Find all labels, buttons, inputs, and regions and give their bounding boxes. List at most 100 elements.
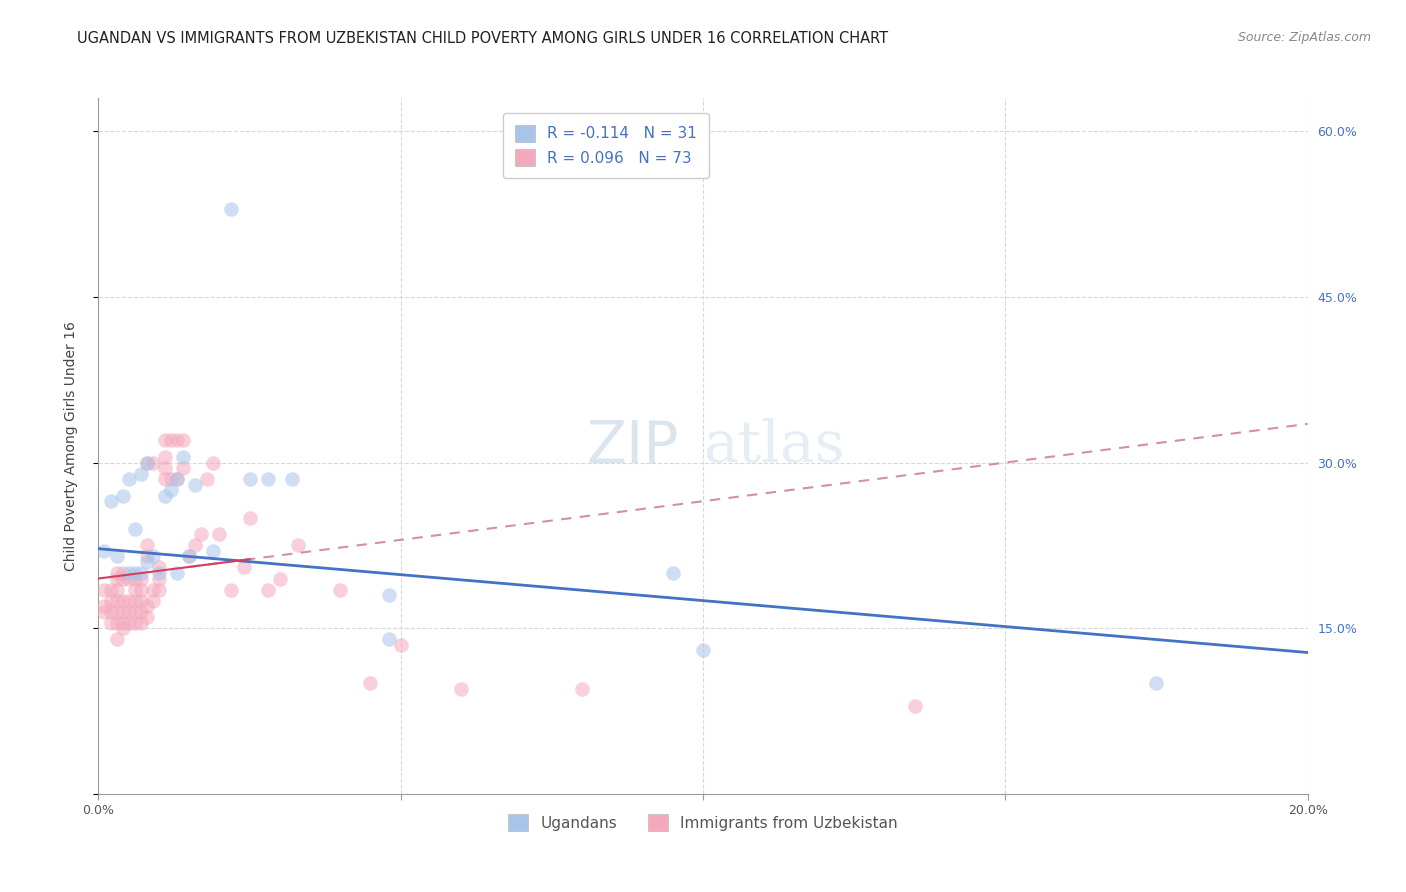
Point xyxy=(100,593,122,607)
Point xyxy=(118,605,141,619)
Point xyxy=(281,472,304,486)
Point xyxy=(160,434,183,448)
Point xyxy=(129,605,152,619)
Point xyxy=(142,456,165,470)
Point xyxy=(202,456,225,470)
Point xyxy=(450,681,472,696)
Point xyxy=(153,489,176,503)
Point xyxy=(160,472,183,486)
Point xyxy=(118,593,141,607)
Text: Source: ZipAtlas.com: Source: ZipAtlas.com xyxy=(1237,31,1371,45)
Point xyxy=(232,560,254,574)
Point xyxy=(142,549,165,564)
Point xyxy=(93,605,115,619)
Point xyxy=(256,472,278,486)
Point xyxy=(135,555,157,569)
Point xyxy=(93,544,115,558)
Point xyxy=(135,549,157,564)
Point xyxy=(93,599,115,614)
Point xyxy=(360,676,382,690)
Point xyxy=(129,467,152,481)
Point xyxy=(111,593,134,607)
Point xyxy=(904,698,927,713)
Point xyxy=(221,582,243,597)
Point xyxy=(142,593,165,607)
Text: UGANDAN VS IMMIGRANTS FROM UZBEKISTAN CHILD POVERTY AMONG GIRLS UNDER 16 CORRELA: UGANDAN VS IMMIGRANTS FROM UZBEKISTAN CH… xyxy=(77,31,889,46)
Text: ZIP: ZIP xyxy=(586,417,679,475)
Point xyxy=(377,632,399,647)
Point xyxy=(172,450,194,464)
Point xyxy=(105,615,128,630)
Point xyxy=(153,434,176,448)
Point xyxy=(124,566,146,580)
Point xyxy=(118,472,141,486)
Point xyxy=(124,605,146,619)
Point xyxy=(166,434,188,448)
Point xyxy=(179,549,201,564)
Point xyxy=(111,572,134,586)
Point xyxy=(239,472,262,486)
Point xyxy=(661,566,683,580)
Point xyxy=(111,621,134,635)
Point xyxy=(111,605,134,619)
Point xyxy=(100,494,122,508)
Point xyxy=(202,544,225,558)
Point xyxy=(105,572,128,586)
Point xyxy=(129,593,152,607)
Point xyxy=(148,560,170,574)
Point xyxy=(105,632,128,647)
Point xyxy=(124,522,146,536)
Point xyxy=(184,538,207,552)
Point xyxy=(221,202,243,216)
Point xyxy=(105,593,128,607)
Point xyxy=(124,615,146,630)
Point xyxy=(571,681,593,696)
Point xyxy=(100,615,122,630)
Point xyxy=(166,472,188,486)
Point xyxy=(256,582,278,597)
Point xyxy=(195,472,218,486)
Point xyxy=(153,461,176,475)
Point xyxy=(118,566,141,580)
Point xyxy=(148,566,170,580)
Point xyxy=(100,605,122,619)
Point xyxy=(105,549,128,564)
Point xyxy=(135,538,157,552)
Point xyxy=(153,472,176,486)
Point xyxy=(124,572,146,586)
Text: atlas: atlas xyxy=(703,418,845,474)
Point xyxy=(124,582,146,597)
Point xyxy=(118,615,141,630)
Point xyxy=(160,483,183,498)
Point xyxy=(111,489,134,503)
Point xyxy=(166,472,188,486)
Point xyxy=(389,638,412,652)
Point xyxy=(269,572,291,586)
Point xyxy=(1144,676,1167,690)
Point xyxy=(166,566,188,580)
Point xyxy=(129,582,152,597)
Point xyxy=(692,643,714,657)
Point xyxy=(135,599,157,614)
Point xyxy=(287,538,309,552)
Point xyxy=(148,572,170,586)
Point xyxy=(179,549,201,564)
Point xyxy=(105,566,128,580)
Point xyxy=(208,527,231,541)
Point xyxy=(184,477,207,491)
Point xyxy=(105,582,128,597)
Point xyxy=(190,527,212,541)
Point xyxy=(142,582,165,597)
Point xyxy=(135,456,157,470)
Point xyxy=(118,572,141,586)
Point xyxy=(148,582,170,597)
Point xyxy=(129,572,152,586)
Point xyxy=(153,450,176,464)
Point xyxy=(239,510,262,524)
Legend: Ugandans, Immigrants from Uzbekistan: Ugandans, Immigrants from Uzbekistan xyxy=(501,806,905,838)
Point xyxy=(93,582,115,597)
Point xyxy=(111,615,134,630)
Point xyxy=(105,605,128,619)
Point xyxy=(135,610,157,624)
Point xyxy=(100,582,122,597)
